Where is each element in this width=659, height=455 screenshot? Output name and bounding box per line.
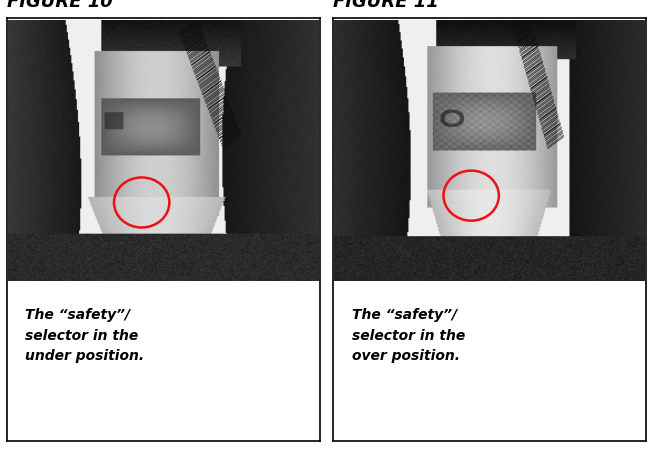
Text: FIGURE 10: FIGURE 10 <box>7 0 112 11</box>
Text: FIGURE 11: FIGURE 11 <box>333 0 438 11</box>
Text: The “safety”/
selector in the
under position.: The “safety”/ selector in the under posi… <box>25 308 144 363</box>
Text: The “safety”/
selector in the
over position.: The “safety”/ selector in the over posit… <box>352 308 465 363</box>
